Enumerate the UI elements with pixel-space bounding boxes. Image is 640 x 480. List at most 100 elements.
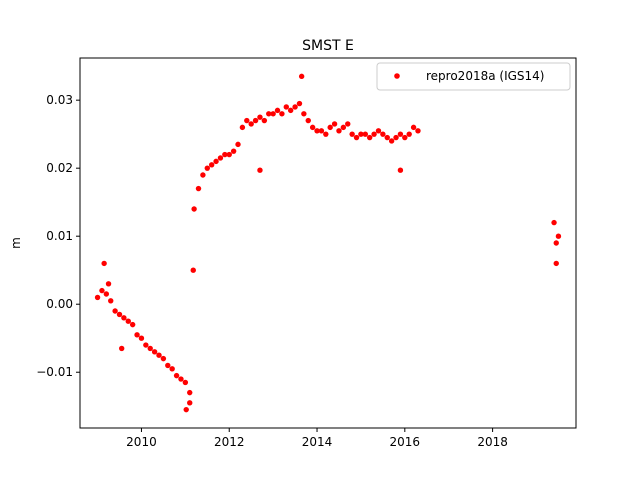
data-point	[266, 111, 272, 117]
data-point	[208, 162, 215, 168]
legend-entry: repro2018a (IGS14)	[426, 69, 544, 83]
data-point	[388, 138, 395, 144]
data-point	[108, 298, 114, 304]
data-point	[226, 151, 232, 158]
data-point	[173, 372, 180, 379]
data-point	[397, 167, 404, 173]
data-point	[160, 355, 167, 362]
data-point	[151, 349, 158, 355]
legend-box	[376, 62, 571, 91]
data-point	[349, 131, 355, 137]
data-point	[105, 281, 112, 287]
data-point	[274, 107, 281, 114]
data-point	[134, 332, 140, 338]
x-axis-ticks: 2010 2012 2014 2016 2018	[126, 428, 508, 449]
data-point	[119, 345, 125, 352]
data-point	[283, 104, 289, 110]
data-point	[235, 141, 241, 148]
data-point	[156, 352, 162, 358]
data-point	[318, 128, 325, 134]
data-point	[169, 366, 175, 372]
data-point	[406, 131, 412, 137]
data-point	[402, 134, 408, 141]
data-point	[101, 260, 107, 267]
plot-frame	[79, 57, 577, 429]
chart-title: SMST E	[302, 38, 354, 54]
data-point	[345, 121, 351, 127]
data-point	[296, 100, 303, 107]
data-point	[314, 128, 320, 134]
y-tick-label: 0.00	[46, 297, 73, 311]
data-point	[261, 117, 268, 124]
data-point	[183, 406, 189, 413]
data-point	[380, 131, 386, 137]
data-point	[129, 321, 136, 328]
data-point	[292, 104, 298, 110]
data-point	[217, 155, 224, 161]
data-point	[252, 117, 259, 124]
y-tick-label: −0.01	[36, 365, 73, 379]
data-point	[393, 134, 399, 141]
data-point	[195, 185, 202, 192]
data-point	[147, 345, 153, 352]
x-tick-label: 2018	[477, 435, 508, 449]
data-point	[553, 260, 559, 267]
y-tick-label: 0.03	[46, 93, 73, 107]
data-point	[143, 342, 149, 348]
data-point	[340, 124, 347, 131]
data-point	[191, 206, 197, 212]
data-point	[257, 167, 263, 173]
data-point	[257, 114, 263, 120]
data-point	[94, 294, 101, 301]
data-point	[362, 131, 369, 137]
data-point	[121, 315, 127, 321]
data-point	[190, 267, 196, 273]
data-point	[222, 151, 228, 158]
data-point	[204, 165, 210, 171]
y-axis-ticks: −0.01 0.00 0.01 0.02 0.03	[36, 93, 80, 379]
data-point	[103, 291, 110, 297]
y-tick-label: 0.02	[46, 161, 73, 175]
data-point	[187, 400, 193, 406]
data-point	[279, 111, 285, 117]
data-points	[94, 73, 562, 413]
data-point	[371, 131, 377, 137]
data-point	[182, 379, 189, 386]
data-point	[336, 128, 342, 134]
data-point	[553, 240, 559, 246]
y-tick-label: 0.01	[46, 229, 73, 243]
data-point	[230, 148, 237, 154]
x-tick-label: 2016	[390, 435, 421, 449]
data-point	[165, 362, 171, 369]
data-point	[187, 389, 193, 396]
data-point	[178, 376, 184, 382]
data-point	[200, 172, 206, 178]
data-point	[270, 111, 276, 117]
data-point	[415, 128, 421, 134]
data-point	[551, 219, 557, 226]
x-tick-label: 2014	[302, 435, 333, 449]
data-point	[287, 107, 294, 114]
data-point	[367, 134, 373, 141]
data-point	[358, 131, 364, 137]
data-point	[323, 131, 329, 137]
data-point	[125, 318, 131, 324]
data-point	[248, 121, 254, 127]
data-point	[331, 121, 338, 127]
x-tick-label: 2010	[126, 435, 157, 449]
data-point	[305, 117, 311, 124]
data-point	[116, 311, 123, 318]
y-axis-label: m	[9, 237, 23, 249]
data-point	[99, 287, 105, 294]
legend: repro2018a (IGS14)	[376, 62, 571, 91]
data-point	[397, 131, 404, 137]
data-point	[555, 233, 562, 239]
data-point	[112, 308, 118, 314]
data-point	[239, 124, 246, 131]
data-point	[327, 124, 333, 131]
data-point	[353, 134, 360, 141]
data-point	[384, 134, 390, 141]
data-point	[213, 158, 219, 165]
x-tick-label: 2012	[214, 435, 245, 449]
